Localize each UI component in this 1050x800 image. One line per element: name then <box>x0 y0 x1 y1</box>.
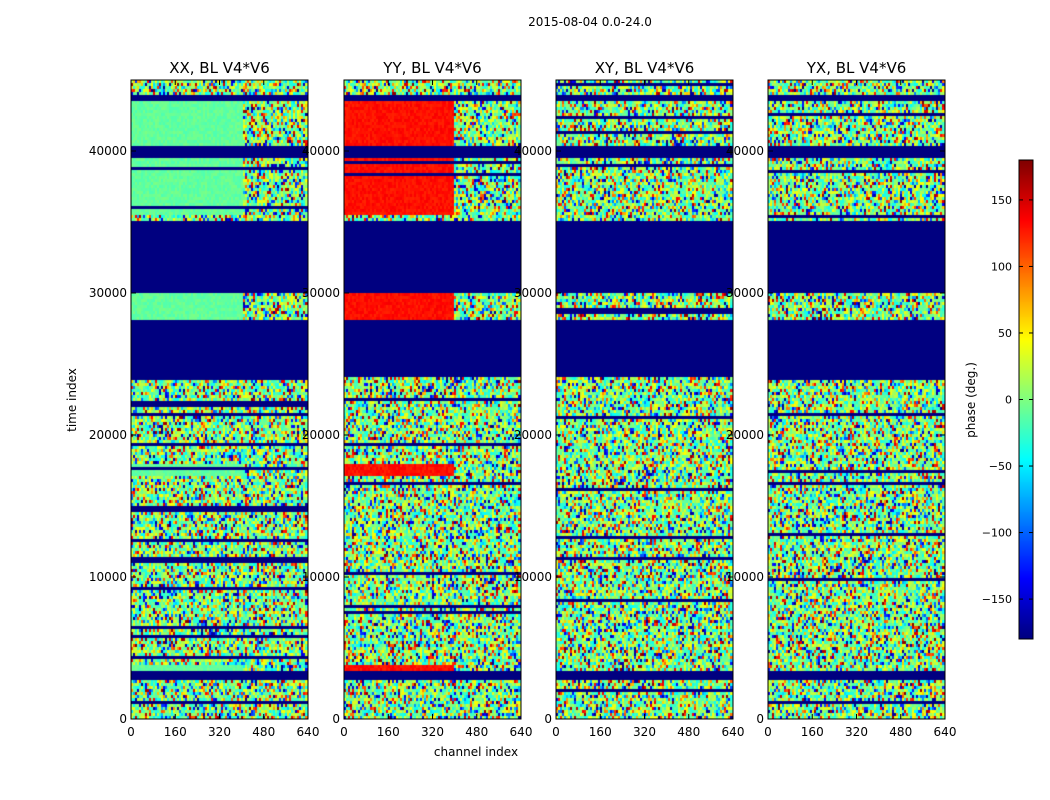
x-tick-label: 480 <box>889 725 912 739</box>
y-tick-label: 20000 <box>726 428 764 442</box>
x-tick-label: 480 <box>677 725 700 739</box>
x-tick-label: 320 <box>421 725 444 739</box>
y-tick-label: 30000 <box>514 286 552 300</box>
colorbar-tick-label: −100 <box>982 527 1012 540</box>
y-tick-label: 40000 <box>514 144 552 158</box>
colorbar-tick-label: −50 <box>989 460 1012 473</box>
colorbar-tick-label: 50 <box>998 327 1012 340</box>
y-tick-label: 40000 <box>726 144 764 158</box>
y-axis-label: time index <box>65 368 79 432</box>
panel-title: YY, BL V4*V6 <box>382 59 481 77</box>
colorbar-label: phase (deg.) <box>964 362 978 438</box>
phase-heatmap-xx <box>131 80 308 719</box>
x-tick-label: 160 <box>801 725 824 739</box>
panels-group: XX, BL V4*V6 0 160 320 480 640 0 10000 20000 3000… <box>89 59 957 739</box>
colorbar: −150 −100 −50 0 50 100 150 phase (deg.) <box>964 159 1034 640</box>
y-tick-label: 30000 <box>302 286 340 300</box>
colorbar-tick-label: 100 <box>991 260 1012 273</box>
y-tick-label: 20000 <box>514 428 552 442</box>
x-tick-label: 640 <box>722 725 745 739</box>
y-tick-label: 0 <box>332 712 340 726</box>
panel-yx: YX, BL V4*V6 0 160 320 480 640 0 10000 20000 3000… <box>726 59 957 739</box>
phase-heatmap-xy <box>556 80 733 719</box>
y-tick-label: 10000 <box>302 570 340 584</box>
panel-title: XX, BL V4*V6 <box>169 59 270 77</box>
y-tick-label: 20000 <box>302 428 340 442</box>
panel-title: XY, BL V4*V6 <box>595 59 695 77</box>
phase-heatmap-yx <box>768 80 945 719</box>
panel-title: YX, BL V4*V6 <box>806 59 907 77</box>
y-tick-label: 10000 <box>726 570 764 584</box>
y-tick-label: 30000 <box>726 286 764 300</box>
x-tick-label: 320 <box>633 725 656 739</box>
x-tick-label: 480 <box>252 725 275 739</box>
colorbar-tick-label: 0 <box>1005 394 1012 407</box>
colorbar-gradient <box>1019 160 1033 639</box>
y-tick-label: 40000 <box>302 144 340 158</box>
x-tick-label: 0 <box>340 725 348 739</box>
y-tick-label: 30000 <box>89 286 127 300</box>
panel-xy: XY, BL V4*V6 0 160 320 480 640 0 10000 20000 3000… <box>514 59 745 739</box>
x-tick-label: 320 <box>845 725 868 739</box>
x-tick-label: 640 <box>297 725 320 739</box>
x-tick-label: 480 <box>465 725 488 739</box>
x-tick-label: 0 <box>127 725 135 739</box>
y-tick-label: 10000 <box>514 570 552 584</box>
y-tick-label: 10000 <box>89 570 127 584</box>
x-axis-label: channel index <box>434 745 518 759</box>
y-tick-label: 20000 <box>89 428 127 442</box>
x-tick-label: 160 <box>164 725 187 739</box>
colorbar-tick-label: 150 <box>991 194 1012 207</box>
figure-title: 2015-08-04 0.0-24.0 <box>528 15 652 29</box>
x-tick-label: 0 <box>764 725 772 739</box>
panel-yy: YY, BL V4*V6 0 160 320 480 640 0 10000 20000 3000… <box>302 59 533 739</box>
x-tick-label: 320 <box>208 725 231 739</box>
y-tick-label: 0 <box>119 712 127 726</box>
colorbar-tick-label: −150 <box>982 593 1012 606</box>
y-tick-label: 0 <box>756 712 764 726</box>
y-tick-label: 0 <box>544 712 552 726</box>
x-tick-label: 640 <box>934 725 957 739</box>
x-tick-label: 640 <box>510 725 533 739</box>
phase-heatmap-yy <box>344 80 521 719</box>
x-tick-label: 160 <box>589 725 612 739</box>
x-tick-label: 0 <box>552 725 560 739</box>
x-tick-label: 160 <box>377 725 400 739</box>
panel-xx: XX, BL V4*V6 0 160 320 480 640 0 10000 20000 3000… <box>89 59 320 739</box>
y-tick-label: 40000 <box>89 144 127 158</box>
